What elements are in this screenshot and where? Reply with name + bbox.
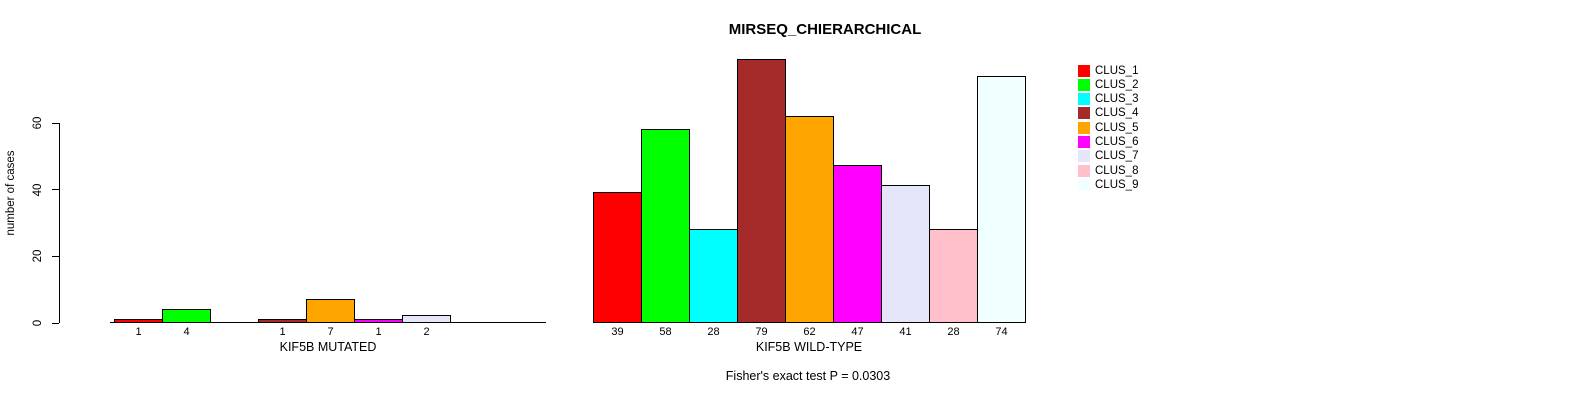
bar-clus_5 xyxy=(306,298,355,323)
bar-clus_7 xyxy=(881,185,930,323)
y-tick-mark xyxy=(52,255,59,257)
legend-swatch-clus_5 xyxy=(1078,121,1090,134)
bar-value-label: 79 xyxy=(755,326,768,338)
bar-value-label: 28 xyxy=(947,326,960,338)
bar-value-label: 58 xyxy=(659,326,672,338)
bar-clus_4 xyxy=(258,318,307,323)
x-label-wildtype: KIF5B WILD-TYPE xyxy=(755,340,863,354)
bar-value-label: 1 xyxy=(279,326,286,338)
legend-row: CLUS_1 xyxy=(1078,64,1138,77)
bar-value-label: 39 xyxy=(611,326,624,338)
bar-value-label: 47 xyxy=(851,326,864,338)
legend-row: CLUS_3 xyxy=(1078,93,1138,106)
bar-clus_3 xyxy=(689,228,738,323)
bar-value-label: 28 xyxy=(707,326,720,338)
legend-swatch-clus_9 xyxy=(1078,179,1090,192)
legend-swatch-clus_4 xyxy=(1078,107,1090,120)
bar-clus_4 xyxy=(737,58,786,323)
bar-clus_1 xyxy=(114,318,163,323)
y-axis-line xyxy=(59,123,60,323)
bar-clus_6 xyxy=(833,165,882,323)
legend-label: CLUS_9 xyxy=(1095,179,1139,192)
bar-clus_2 xyxy=(162,308,211,323)
x-label-mutated: KIF5B MUTATED xyxy=(279,340,377,354)
legend-swatch-clus_7 xyxy=(1078,150,1090,163)
legend-row: CLUS_5 xyxy=(1078,121,1138,134)
legend-row: CLUS_6 xyxy=(1078,136,1138,149)
y-axis-label: number of cases xyxy=(5,150,17,236)
legend-row: CLUS_4 xyxy=(1078,107,1138,120)
y-tick-label: 40 xyxy=(32,183,44,197)
bar-clus_1 xyxy=(593,192,642,323)
bar-clus_6 xyxy=(354,318,403,323)
bar-value-label: 2 xyxy=(423,326,430,338)
legend-label: CLUS_4 xyxy=(1095,107,1139,120)
legend-row: CLUS_2 xyxy=(1078,78,1138,91)
bar-value-label: 4 xyxy=(183,326,190,338)
chart-title: MIRSEQ_CHIERARCHICAL xyxy=(728,21,922,38)
y-tick-label: 60 xyxy=(32,116,44,130)
bar-value-label: 62 xyxy=(803,326,816,338)
y-tick-mark xyxy=(52,189,59,191)
legend-label: CLUS_7 xyxy=(1095,150,1139,163)
y-tick-label: 0 xyxy=(32,319,44,327)
legend-swatch-clus_6 xyxy=(1078,136,1090,149)
legend-row: CLUS_8 xyxy=(1078,164,1138,177)
legend-label: CLUS_1 xyxy=(1095,64,1139,77)
legend-label: CLUS_3 xyxy=(1095,93,1139,106)
legend-swatch-clus_1 xyxy=(1078,64,1090,77)
bar-value-label: 7 xyxy=(327,326,334,338)
bar-value-label: 41 xyxy=(899,326,912,338)
bar-clus_5 xyxy=(785,115,834,323)
legend-label: CLUS_6 xyxy=(1095,136,1139,149)
legend-label: CLUS_8 xyxy=(1095,164,1139,177)
bar-value-label: 74 xyxy=(995,326,1008,338)
bar-value-label: 1 xyxy=(135,326,142,338)
fisher-test-annotation: Fisher's exact test P = 0.0303 xyxy=(725,369,891,383)
bar-clus_2 xyxy=(641,128,690,323)
y-tick-mark xyxy=(52,322,59,324)
legend-row: CLUS_7 xyxy=(1078,150,1138,163)
legend-row: CLUS_9 xyxy=(1078,179,1138,192)
bar-clus_9 xyxy=(977,75,1026,323)
bar-clus_8 xyxy=(929,228,978,323)
legend-swatch-clus_2 xyxy=(1078,78,1090,91)
bar-value-label: 1 xyxy=(375,326,382,338)
legend-label: CLUS_2 xyxy=(1095,78,1139,91)
legend-swatch-clus_3 xyxy=(1078,93,1090,106)
legend-label: CLUS_5 xyxy=(1095,121,1139,134)
y-tick-label: 20 xyxy=(32,249,44,263)
y-tick-mark xyxy=(52,122,59,124)
legend-swatch-clus_8 xyxy=(1078,164,1090,177)
bar-clus_7 xyxy=(402,315,451,323)
